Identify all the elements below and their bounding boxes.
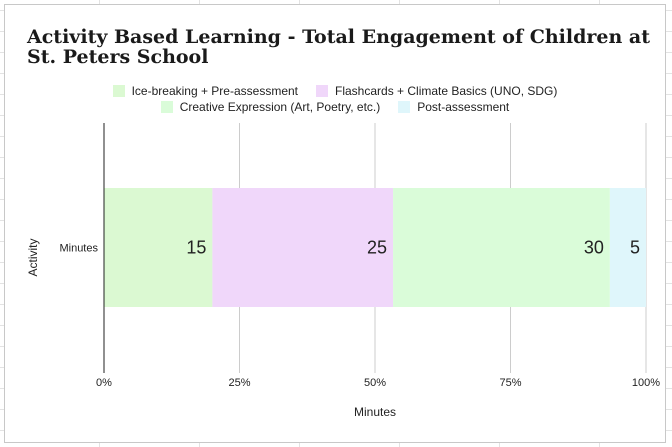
bar-segment-flashcards-climate-basics-uno-sdg[interactable]	[212, 188, 394, 307]
chart-container[interactable]: Activity Based Learning - Total Engageme…	[4, 4, 666, 443]
legend-item-creative-expression[interactable]: Creative Expression (Art, Poetry, etc.)	[160, 100, 381, 114]
x-tick-label-3: 75%	[499, 377, 521, 389]
legend-swatch-flashcards	[316, 85, 328, 97]
legend-item-flashcards[interactable]: Flashcards + Climate Basics (UNO, SDG)	[316, 84, 557, 98]
data-label-ice-breaking-pre-assessment: 15	[186, 238, 206, 258]
y-axis-title: Activity	[26, 238, 40, 276]
legend-label-creative-expression: Creative Expression (Art, Poetry, etc.)	[179, 100, 381, 114]
x-tick-label-2: 50%	[364, 377, 386, 389]
data-label-flashcards-climate-basics-uno-sdg: 25	[367, 238, 387, 258]
x-tick-label-0: 0%	[96, 377, 112, 389]
x-tick-label-1: 25%	[228, 377, 250, 389]
x-axis-title: Minutes	[354, 405, 396, 419]
legend-swatch-creative-expression	[160, 101, 173, 113]
legend-item-ice-breaking[interactable]: Ice-breaking + Pre-assessment	[112, 84, 298, 98]
y-category-label: Minutes	[59, 243, 98, 255]
legend-row-2: Creative Expression (Art, Poetry, etc.) …	[5, 100, 665, 114]
x-tick-label-4: 100%	[632, 377, 660, 389]
legend-label-ice-breaking: Ice-breaking + Pre-assessment	[131, 84, 298, 98]
bar-segment-ice-breaking-pre-assessment[interactable]	[104, 188, 213, 307]
legend-label-post-assessment: Post-assessment	[417, 100, 510, 114]
bar-segment-creative-expression-art-poetry-etc[interactable]	[393, 188, 610, 307]
legend-swatch-post-assessment	[398, 101, 411, 113]
legend-row-1: Ice-breaking + Pre-assessment Flashcards…	[5, 84, 665, 98]
data-label-post-assessment: 5	[630, 238, 640, 258]
bar-segment-post-assessment[interactable]	[609, 188, 646, 307]
legend-item-post-assessment[interactable]: Post-assessment	[398, 100, 509, 114]
plot-area: 0% 25% 50% 75% 100% 15 25 30 5 Minutes Minutes Acti…	[26, 123, 660, 419]
chart-title: Activity Based Learning - Total Engageme…	[27, 26, 651, 68]
data-label-creative-expression-art-poetry-etc: 30	[584, 238, 604, 258]
legend-swatch-ice-breaking	[112, 85, 125, 97]
legend-label-flashcards: Flashcards + Climate Basics (UNO, SDG)	[335, 84, 558, 98]
